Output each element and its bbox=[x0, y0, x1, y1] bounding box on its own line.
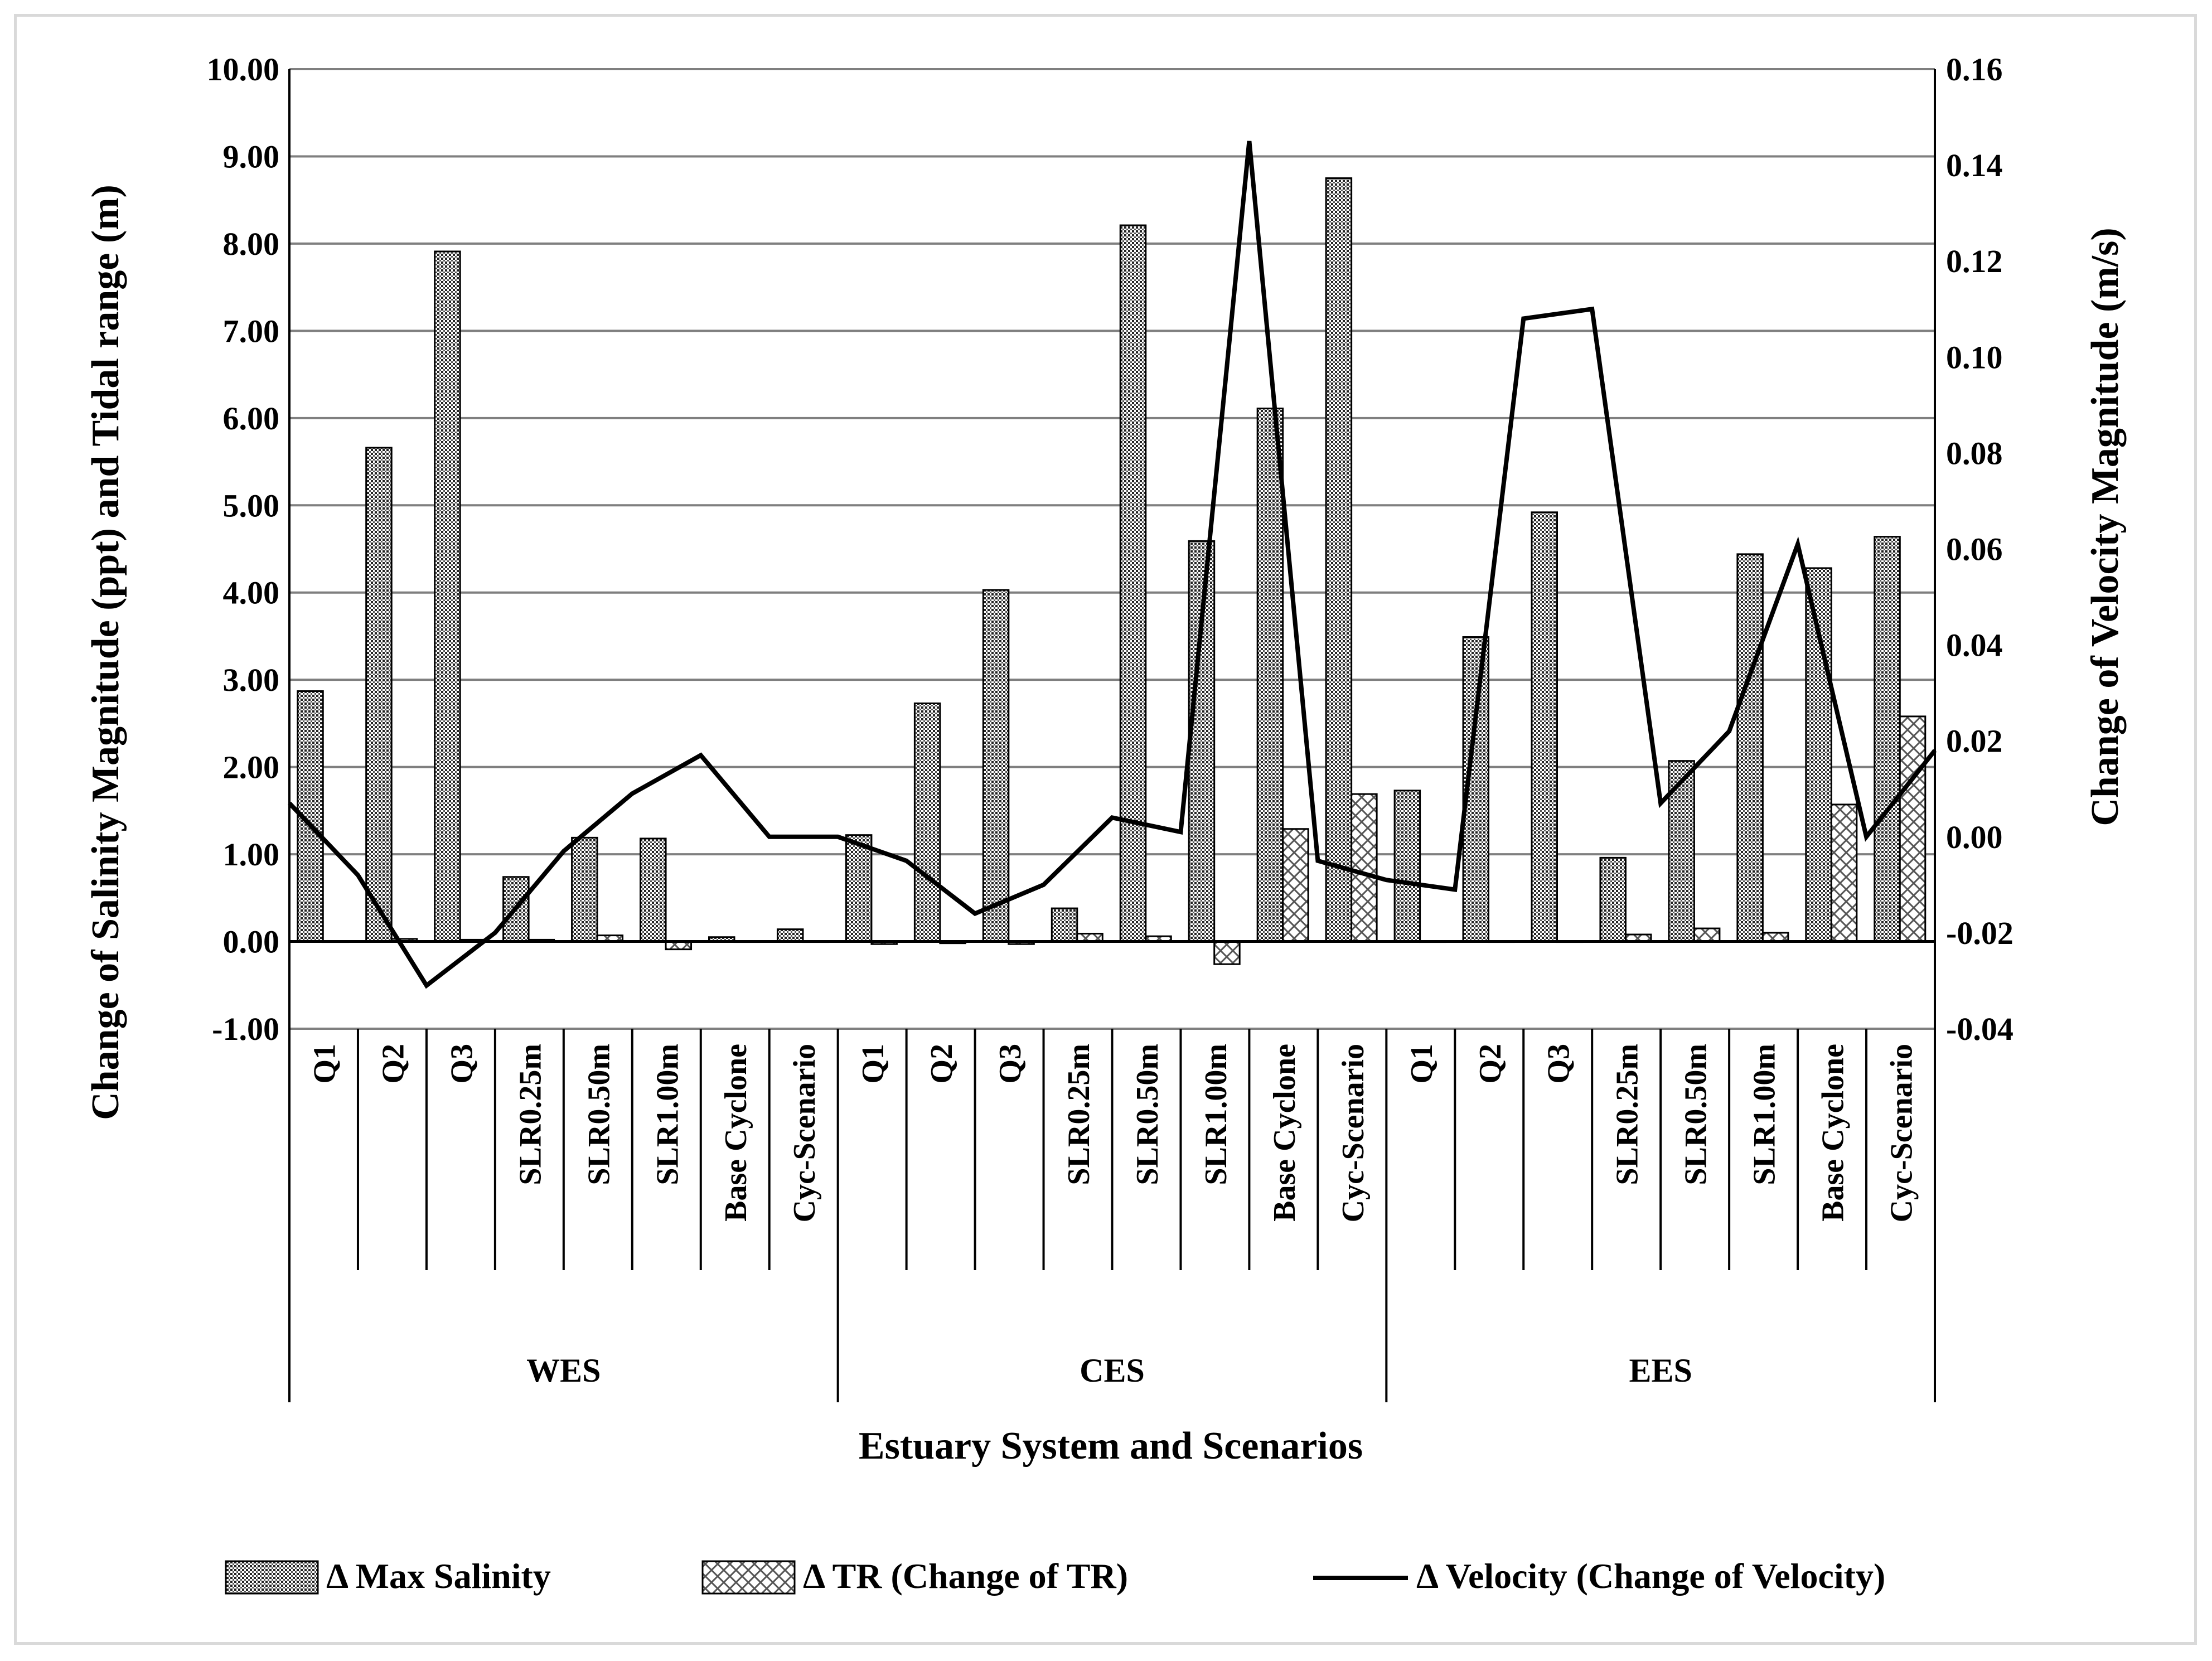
legend-label-max-salinity: Δ Max Salinity bbox=[326, 1556, 551, 1596]
bars bbox=[297, 177, 1927, 965]
group-label: EES bbox=[1629, 1352, 1692, 1389]
category-label: Base Cyclone bbox=[719, 1044, 753, 1222]
bar-max-salinity bbox=[365, 447, 393, 943]
bar-max-salinity bbox=[776, 928, 804, 943]
bar-max-salinity bbox=[1256, 408, 1284, 943]
category-label: Q2 bbox=[1473, 1044, 1508, 1084]
y-tick-label-left: 1.00 bbox=[223, 836, 280, 873]
y-tick-label-left: 6.00 bbox=[223, 400, 280, 437]
bar-max-salinity bbox=[571, 836, 598, 943]
y-tick-label-left: 10.00 bbox=[207, 51, 280, 88]
bar-tr bbox=[1213, 941, 1241, 965]
group-label: CES bbox=[1080, 1352, 1145, 1389]
category-label: SLR0.25m bbox=[1062, 1044, 1096, 1185]
legend-label-velocity: Δ Velocity (Change of Velocity) bbox=[1416, 1556, 1885, 1596]
bar-max-salinity bbox=[1531, 511, 1558, 943]
y-tick-label-right: 0.02 bbox=[1946, 723, 2003, 759]
category-label: SLR0.50m bbox=[582, 1044, 616, 1185]
y-tick-label-left: 2.00 bbox=[223, 749, 280, 786]
y-tick-label-right: 0.08 bbox=[1946, 435, 2003, 471]
y-axis-title-right: Change of Velocity Magnitude (m/s) bbox=[2084, 227, 2127, 826]
category-label: SLR1.00m bbox=[1199, 1044, 1233, 1185]
y-tick-label-left: 7.00 bbox=[223, 313, 280, 349]
category-label: Cyc-Scenario bbox=[1885, 1044, 1919, 1222]
legend-swatch-max-salinity bbox=[225, 1560, 319, 1595]
legend-label-tr: Δ TR (Change of TR) bbox=[803, 1556, 1128, 1596]
bar-max-salinity bbox=[982, 589, 1010, 943]
category-label: Cyc-Scenario bbox=[1336, 1044, 1371, 1222]
category-label: Q3 bbox=[993, 1044, 1028, 1084]
category-label: SLR0.25m bbox=[1610, 1044, 1645, 1185]
legend-swatch-tr bbox=[701, 1560, 796, 1595]
y-axis-title-left: Change of Salinity Magnitude (ppt) and T… bbox=[84, 185, 127, 1120]
category-label: Q1 bbox=[856, 1044, 890, 1084]
bar-tr bbox=[1282, 828, 1309, 943]
y-tick-label-right: 0.04 bbox=[1946, 627, 2003, 664]
y-tick-label-right: 0.00 bbox=[1946, 819, 2003, 855]
y-tick-label-right: -0.04 bbox=[1946, 1011, 2013, 1047]
y-tick-label-left: 9.00 bbox=[223, 138, 280, 175]
bar-max-salinity bbox=[1736, 553, 1764, 943]
y-tick-label-right: 0.14 bbox=[1946, 147, 2003, 183]
y-tick-label-right: 0.12 bbox=[1946, 243, 2003, 279]
group-label: WES bbox=[526, 1352, 601, 1389]
bar-max-salinity bbox=[1119, 224, 1147, 943]
bar-tr bbox=[1830, 803, 1858, 943]
bar-tr bbox=[1899, 715, 1927, 943]
legend: Δ Max Salinity Δ TR (Change of TR) Δ Vel… bbox=[225, 1556, 1885, 1596]
y-tick-label-left: 8.00 bbox=[223, 226, 280, 262]
bar-max-salinity bbox=[1325, 177, 1353, 943]
category-label: Cyc-Scenario bbox=[787, 1044, 822, 1222]
category-label: Base Cyclone bbox=[1267, 1044, 1302, 1222]
velocity-line bbox=[288, 141, 1937, 989]
bar-max-salinity bbox=[913, 702, 941, 943]
category-label: Q2 bbox=[376, 1044, 410, 1084]
bar-max-salinity bbox=[845, 834, 873, 943]
y-tick-label-right: 0.06 bbox=[1946, 531, 2003, 568]
bar-max-salinity bbox=[640, 837, 667, 943]
category-label: Base Cyclone bbox=[1816, 1044, 1851, 1222]
category-label: Q2 bbox=[925, 1044, 959, 1084]
y-tick-label-left: -1.00 bbox=[212, 1011, 279, 1047]
category-label: Q3 bbox=[444, 1044, 479, 1084]
axes bbox=[288, 69, 1936, 1029]
category-label: Q3 bbox=[1542, 1044, 1576, 1084]
category-label: SLR0.50m bbox=[1130, 1044, 1165, 1185]
bar-max-salinity bbox=[1393, 790, 1421, 943]
y-tick-label-right: -0.02 bbox=[1946, 915, 2013, 951]
y-tick-label-left: 3.00 bbox=[223, 662, 280, 698]
bar-tr bbox=[1351, 793, 1378, 943]
y-tick-label-left: 5.00 bbox=[223, 487, 280, 524]
bar-max-salinity bbox=[434, 250, 461, 943]
category-label: SLR1.00m bbox=[1748, 1044, 1782, 1185]
category-label: Q1 bbox=[1405, 1044, 1439, 1084]
left-tick-labels: 10.00 9.00 8.00 7.00 6.00 5.00 4.00 3.00 2.00 1.0… bbox=[207, 51, 280, 1047]
y-tick-label-left: 0.00 bbox=[223, 924, 280, 960]
category-label: SLR0.25m bbox=[513, 1044, 548, 1185]
bar-max-salinity bbox=[1599, 856, 1627, 943]
x-axis-title: Estuary System and Scenarios bbox=[859, 1425, 1363, 1468]
velocity-series bbox=[288, 141, 1937, 989]
category-label: SLR1.00m bbox=[650, 1044, 685, 1185]
bar-max-salinity bbox=[1051, 907, 1078, 943]
category-label: SLR0.50m bbox=[1679, 1044, 1714, 1185]
y-tick-label-right: 0.16 bbox=[1946, 51, 2003, 88]
category-label: Q1 bbox=[307, 1044, 342, 1084]
category-axis: Q1 Q2 Q3 SLR0.25m SLR0.50m SLR1.00m Base Cyclo… bbox=[288, 1029, 1936, 1402]
bar-max-salinity bbox=[1874, 536, 1901, 943]
right-tick-labels: 0.16 0.14 0.12 0.10 0.08 0.06 0.04 0.02 0.00 -0.0… bbox=[1946, 51, 2013, 1047]
y-tick-label-right: 0.10 bbox=[1946, 339, 2003, 375]
bar-tr bbox=[1693, 927, 1721, 943]
y-tick-label-left: 4.00 bbox=[223, 575, 280, 611]
